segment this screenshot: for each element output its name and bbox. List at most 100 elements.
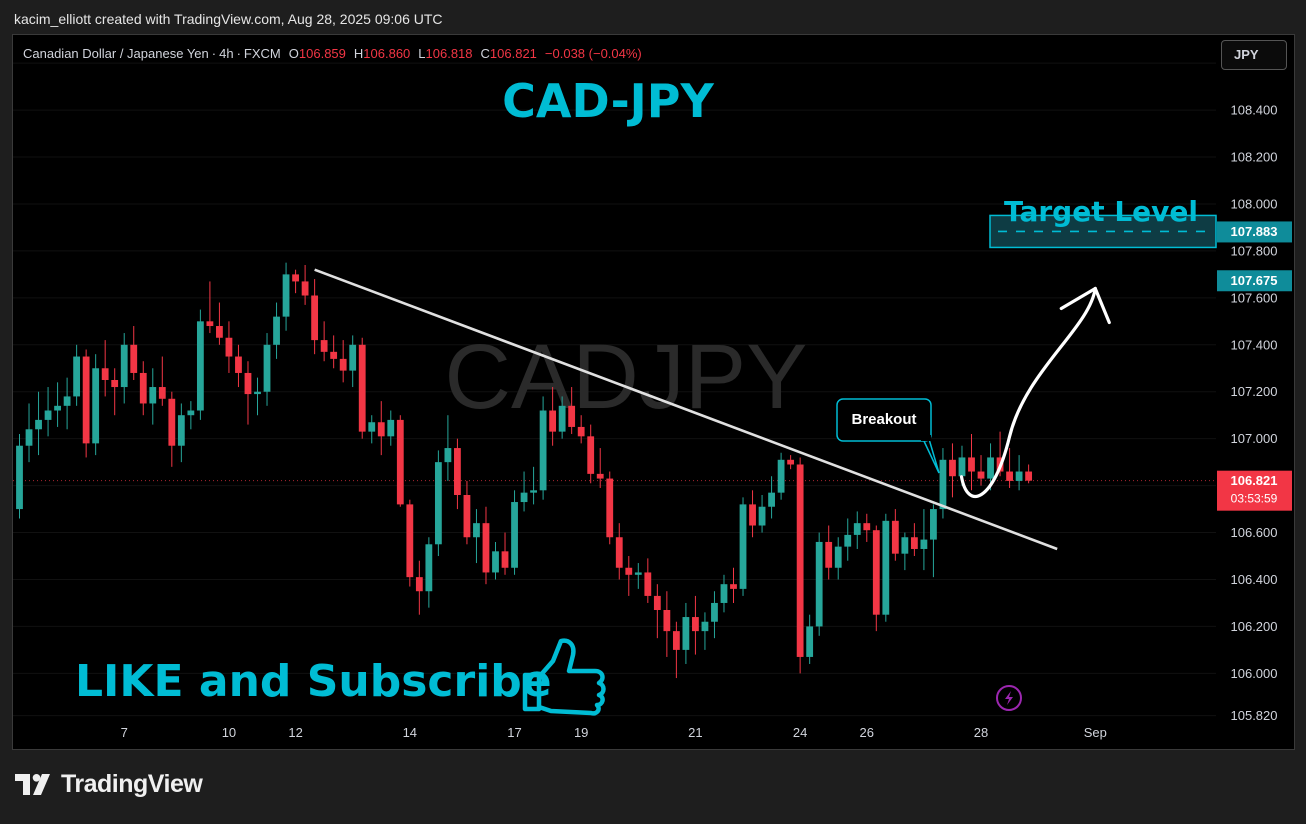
candle-body[interactable] bbox=[25, 429, 33, 446]
candle-body[interactable] bbox=[749, 504, 756, 526]
candle-body[interactable] bbox=[768, 492, 775, 507]
candle-body[interactable] bbox=[606, 478, 614, 538]
candle-body[interactable] bbox=[292, 274, 299, 282]
candle-body[interactable] bbox=[406, 504, 414, 578]
candle-body[interactable] bbox=[653, 595, 661, 610]
descending-trendline[interactable] bbox=[314, 268, 1058, 551]
candle-body[interactable] bbox=[235, 356, 242, 373]
candle-body[interactable] bbox=[54, 405, 61, 411]
candle-body[interactable] bbox=[349, 344, 357, 371]
candle-body[interactable] bbox=[520, 492, 528, 503]
candle-body[interactable] bbox=[149, 387, 157, 404]
candle-body[interactable] bbox=[444, 448, 452, 463]
candle-body[interactable] bbox=[101, 368, 109, 380]
candle-body[interactable] bbox=[825, 541, 833, 568]
candle-body[interactable] bbox=[1015, 471, 1023, 481]
candle-body[interactable] bbox=[358, 344, 366, 432]
candle-body[interactable] bbox=[958, 457, 966, 477]
candle-body[interactable] bbox=[425, 544, 433, 592]
candle-body[interactable] bbox=[949, 459, 956, 477]
candle-body[interactable] bbox=[254, 391, 261, 395]
candle-body[interactable] bbox=[396, 419, 404, 505]
candle-body[interactable] bbox=[891, 520, 899, 554]
candle-body[interactable] bbox=[330, 351, 338, 359]
candle-body[interactable] bbox=[415, 577, 423, 592]
candle-body[interactable] bbox=[539, 410, 547, 491]
candle-body[interactable] bbox=[977, 471, 985, 479]
candle-body[interactable] bbox=[273, 316, 280, 345]
candle-body[interactable] bbox=[720, 584, 728, 603]
candle-body[interactable] bbox=[758, 506, 766, 526]
candle-body[interactable] bbox=[368, 422, 376, 432]
candle-body[interactable] bbox=[225, 337, 233, 357]
currency-button[interactable]: JPY bbox=[1221, 40, 1287, 70]
candle-body[interactable] bbox=[434, 462, 442, 545]
candle-body[interactable] bbox=[482, 523, 490, 573]
candle-body[interactable] bbox=[301, 281, 309, 296]
symbol-info-line[interactable]: Canadian Dollar / Japanese Yen · 4h · FXCM O1… bbox=[23, 46, 642, 61]
candle-body[interactable] bbox=[511, 502, 518, 568]
candle-body[interactable] bbox=[320, 340, 328, 352]
candle-body[interactable] bbox=[987, 457, 994, 479]
breakout-callout[interactable]: Breakout bbox=[836, 398, 940, 474]
candle-body[interactable] bbox=[615, 537, 623, 568]
symbol-name[interactable]: Canadian Dollar / Japanese Yen bbox=[23, 46, 209, 61]
candle-body[interactable] bbox=[739, 504, 747, 589]
price-axis[interactable]: 105.820 106.000 106.200 106.400 106.600 106.8… bbox=[1231, 56, 1278, 723]
candle-body[interactable] bbox=[968, 457, 975, 472]
candle-body[interactable] bbox=[644, 572, 652, 596]
candle-body[interactable] bbox=[282, 274, 290, 317]
candle-body[interactable] bbox=[596, 473, 604, 479]
candle-body[interactable] bbox=[939, 459, 947, 510]
candle-body[interactable] bbox=[815, 541, 823, 627]
candle-body[interactable] bbox=[168, 398, 176, 446]
price-chart[interactable]: CADJPY Target Level CAD-JPY Breakout LIK… bbox=[13, 35, 1294, 749]
candle-body[interactable] bbox=[463, 495, 471, 538]
candle-body[interactable] bbox=[558, 405, 566, 432]
candle-body[interactable] bbox=[216, 326, 223, 338]
candle-body[interactable] bbox=[339, 358, 347, 371]
candle-body[interactable] bbox=[63, 396, 71, 406]
target-level-box[interactable] bbox=[989, 214, 1217, 249]
lightning-icon[interactable] bbox=[996, 685, 1022, 711]
candle-body[interactable] bbox=[930, 509, 937, 540]
candle-body[interactable] bbox=[730, 584, 737, 589]
candle-body[interactable] bbox=[454, 448, 461, 495]
candle-body[interactable] bbox=[130, 344, 138, 373]
candle-body[interactable] bbox=[863, 523, 871, 531]
candle-body[interactable] bbox=[568, 405, 576, 427]
candle-body[interactable] bbox=[787, 459, 795, 465]
candle-body[interactable] bbox=[263, 344, 271, 392]
candle-body[interactable] bbox=[111, 380, 119, 388]
candle-body[interactable] bbox=[311, 295, 319, 341]
candle-body[interactable] bbox=[672, 631, 680, 650]
candle-body[interactable] bbox=[35, 419, 42, 430]
candle-body[interactable] bbox=[44, 410, 52, 420]
projection-arrow[interactable] bbox=[959, 286, 1097, 498]
candle-body[interactable] bbox=[587, 436, 595, 474]
symbol-interval[interactable]: 4h bbox=[219, 46, 234, 61]
candle-body[interactable] bbox=[92, 368, 100, 444]
candle-body[interactable] bbox=[577, 426, 585, 437]
candle-body[interactable] bbox=[549, 410, 557, 432]
candle-body[interactable] bbox=[377, 422, 385, 437]
candle-body[interactable] bbox=[82, 356, 90, 444]
candle-body[interactable] bbox=[882, 520, 890, 615]
candle-body[interactable] bbox=[1006, 471, 1013, 481]
candle-body[interactable] bbox=[806, 626, 814, 657]
candle-body[interactable] bbox=[844, 534, 852, 547]
candle-body[interactable] bbox=[663, 610, 671, 632]
candle-body[interactable] bbox=[139, 372, 147, 404]
candle-body[interactable] bbox=[901, 537, 909, 554]
candle-body[interactable] bbox=[910, 537, 918, 549]
candle-body[interactable] bbox=[530, 490, 537, 493]
candle-body[interactable] bbox=[634, 572, 642, 575]
candle-body[interactable] bbox=[777, 459, 785, 493]
candle-body[interactable] bbox=[206, 321, 214, 327]
candle-body[interactable] bbox=[853, 523, 861, 535]
candle-body[interactable] bbox=[473, 523, 480, 538]
candle-body[interactable] bbox=[177, 415, 185, 446]
candle-body[interactable] bbox=[920, 539, 928, 549]
candle-body[interactable] bbox=[492, 551, 499, 573]
candle-body[interactable] bbox=[1025, 471, 1033, 481]
